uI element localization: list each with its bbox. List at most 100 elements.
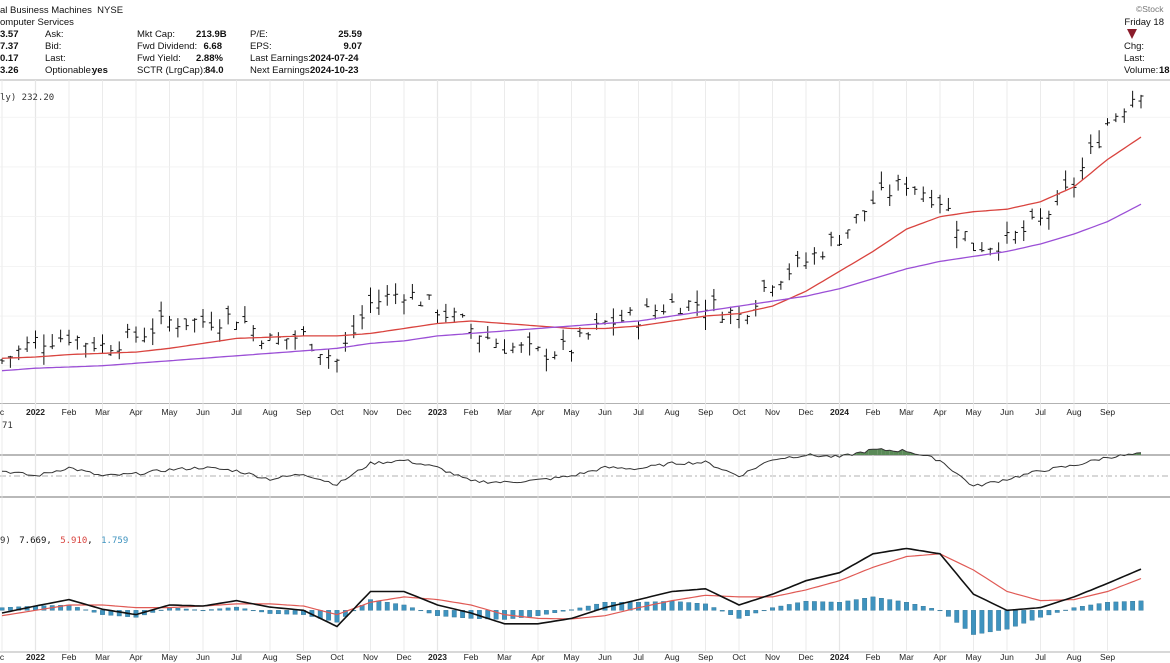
macd-histogram-bar bbox=[694, 603, 700, 611]
price-bar bbox=[661, 304, 667, 315]
x-tick-label: Nov bbox=[363, 407, 379, 417]
macd-histogram-bar bbox=[744, 610, 750, 616]
price-bar bbox=[393, 283, 399, 305]
x-tick-label: Nov bbox=[765, 407, 781, 417]
macd-histogram-bar bbox=[250, 610, 256, 612]
date-label: Friday 18 bbox=[1124, 17, 1164, 28]
macd-label: 9) 7.669, 5.910, 1.759 bbox=[0, 536, 128, 546]
price-bar bbox=[644, 298, 650, 308]
macd-histogram-bar bbox=[795, 602, 801, 611]
macd-x-tick-label: Mar bbox=[95, 652, 110, 662]
price-bar bbox=[1121, 108, 1127, 123]
macd-histogram-bar bbox=[845, 600, 851, 611]
eps-value: 9.07 bbox=[343, 41, 363, 52]
price-bar bbox=[1130, 90, 1136, 108]
price-bar bbox=[200, 309, 206, 328]
price-bar bbox=[451, 307, 457, 322]
price-bar bbox=[719, 311, 725, 324]
x-tick-label: 2024 bbox=[830, 407, 849, 417]
macd-x-tick-label: c bbox=[0, 652, 5, 662]
macd-histogram-bar bbox=[828, 601, 834, 611]
price-bar bbox=[560, 329, 566, 351]
price-bar bbox=[208, 311, 214, 331]
macd-histogram-bar bbox=[619, 602, 625, 611]
macd-histogram-bar bbox=[569, 609, 574, 611]
price-bar bbox=[971, 242, 976, 252]
macd-histogram-bar bbox=[602, 602, 608, 611]
macd-x-tick-label: Dec bbox=[798, 652, 814, 662]
ma200-line bbox=[1, 203, 1142, 372]
price-bar bbox=[803, 252, 809, 269]
price-bar bbox=[493, 338, 499, 349]
sctr-value: 84.0 bbox=[205, 65, 224, 76]
macd-x-tick-label: May bbox=[965, 652, 982, 662]
macd-histogram-bar bbox=[837, 602, 842, 611]
sector-label: omputer Services bbox=[0, 17, 74, 28]
exchange-label: NYSE bbox=[97, 5, 124, 16]
macd-histogram-bar bbox=[862, 598, 868, 611]
price-bar bbox=[108, 345, 114, 356]
price-bar bbox=[409, 283, 415, 300]
quote-value-4: 3.26 bbox=[0, 65, 19, 76]
price-bar bbox=[1054, 190, 1060, 206]
macd-histogram-bar bbox=[786, 604, 792, 611]
macd-histogram-bar bbox=[971, 610, 976, 635]
rsi-overbought-fill bbox=[902, 449, 907, 455]
macd-x-tick-label: 2024 bbox=[830, 652, 849, 662]
price-bar bbox=[669, 293, 675, 304]
price-bar bbox=[1088, 134, 1094, 155]
price-bar bbox=[711, 288, 717, 312]
price-bar bbox=[74, 335, 80, 350]
optionable-label: Optionable: bbox=[45, 65, 94, 76]
macd-label-prefix: 9) bbox=[0, 536, 11, 546]
macd-histogram-bar bbox=[284, 610, 290, 615]
price-bar bbox=[543, 348, 549, 372]
fwd-dividend-label: Fwd Dividend: bbox=[137, 41, 198, 52]
price-bar bbox=[535, 346, 541, 352]
macd-histogram-bar bbox=[937, 610, 943, 612]
price-bar bbox=[736, 305, 742, 329]
x-tick-label: Sep bbox=[698, 407, 713, 417]
price-bar bbox=[167, 315, 172, 332]
ask-label: Ask: bbox=[45, 29, 64, 40]
macd-histogram-bar bbox=[1021, 610, 1027, 624]
macd-histogram-bar bbox=[527, 610, 533, 617]
price-bar bbox=[192, 318, 198, 333]
volume-value: 18 bbox=[1159, 65, 1170, 76]
macd-x-tick-label: Aug bbox=[262, 652, 277, 662]
macd-histogram-bar bbox=[217, 608, 223, 611]
price-bar bbox=[250, 325, 256, 342]
macd-x-tick-label: May bbox=[563, 652, 580, 662]
macd-histogram-bar bbox=[1088, 604, 1094, 611]
macd-x-tick-label: Nov bbox=[363, 652, 379, 662]
macd-histogram-bar bbox=[778, 605, 784, 611]
macd-histogram-bar bbox=[703, 603, 708, 611]
price-bar bbox=[1012, 230, 1018, 244]
macd-histogram-bar bbox=[1079, 606, 1085, 611]
sctr-label: SCTR (LrgCap): bbox=[137, 65, 206, 76]
x-tick-label: Aug bbox=[262, 407, 277, 417]
x-tick-label: Apr bbox=[531, 407, 544, 417]
macd-value: 7.669 bbox=[19, 536, 46, 546]
x-tick-label: Mar bbox=[497, 407, 512, 417]
macd-histogram-bar bbox=[912, 604, 918, 611]
price-bar bbox=[937, 194, 943, 214]
header-title-row: al Business Machines NYSE bbox=[0, 5, 123, 17]
macd-histogram-bar bbox=[669, 600, 675, 611]
price-bar bbox=[627, 307, 633, 316]
price-bar bbox=[996, 242, 1002, 261]
macd-x-tick-label: 2022 bbox=[26, 652, 45, 662]
next-earnings-value: 2024-10-23 bbox=[310, 65, 359, 76]
macd-x-tick-label: Jul bbox=[633, 652, 644, 662]
macd-histogram-bar bbox=[979, 610, 985, 634]
down-arrow-icon bbox=[1127, 29, 1137, 39]
macd-histogram-bar bbox=[811, 601, 817, 611]
macd-histogram-bar bbox=[1096, 603, 1102, 611]
macd-x-tick-label: Jun bbox=[598, 652, 612, 662]
price-bar bbox=[853, 214, 859, 224]
price-bar bbox=[904, 176, 909, 196]
bid-label: Bid: bbox=[45, 41, 62, 52]
macd-histogram-bar bbox=[401, 604, 407, 611]
price-bar bbox=[66, 329, 72, 346]
macd-x-tick-label: Nov bbox=[765, 652, 781, 662]
